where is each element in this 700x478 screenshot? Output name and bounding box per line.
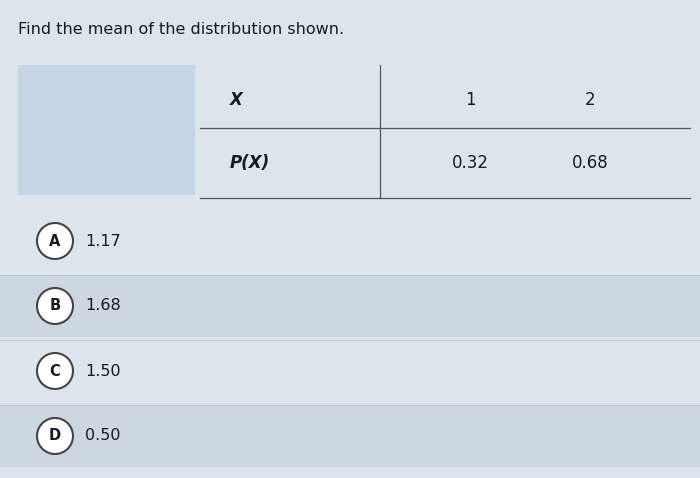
Text: B: B (50, 298, 61, 314)
Text: 0.68: 0.68 (572, 154, 608, 172)
Text: A: A (49, 233, 61, 249)
FancyBboxPatch shape (0, 275, 700, 337)
Text: 0.50: 0.50 (85, 428, 120, 444)
Circle shape (37, 288, 73, 324)
Circle shape (37, 223, 73, 259)
Text: Find the mean of the distribution shown.: Find the mean of the distribution shown. (18, 22, 344, 37)
FancyBboxPatch shape (0, 210, 700, 272)
Text: 2: 2 (584, 91, 595, 109)
FancyBboxPatch shape (0, 340, 700, 402)
FancyBboxPatch shape (0, 405, 700, 467)
Text: 0.32: 0.32 (452, 154, 489, 172)
Text: 1.68: 1.68 (85, 298, 120, 314)
Text: 1.50: 1.50 (85, 363, 120, 379)
FancyBboxPatch shape (18, 65, 195, 195)
Text: P(X): P(X) (230, 154, 270, 172)
Text: 1: 1 (465, 91, 475, 109)
Text: 1.17: 1.17 (85, 233, 120, 249)
Circle shape (37, 353, 73, 389)
Circle shape (37, 418, 73, 454)
Text: C: C (50, 363, 60, 379)
Text: X: X (230, 91, 243, 109)
Text: D: D (49, 428, 61, 444)
